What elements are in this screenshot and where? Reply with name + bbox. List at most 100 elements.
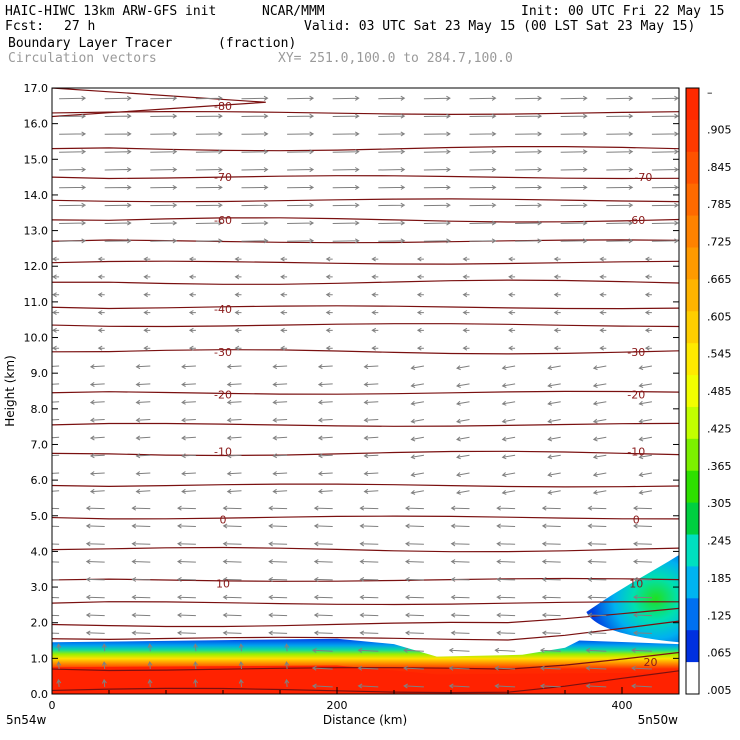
vector-arrow [371, 274, 379, 280]
isotherm-label: -20 [214, 389, 232, 402]
colorbar-label: .425 [707, 422, 732, 435]
vector-arrow [501, 400, 516, 406]
vector-arrow [423, 167, 451, 173]
vector-arrow [448, 683, 470, 689]
vector-arrow [644, 292, 652, 298]
vector-arrow [450, 505, 470, 511]
vector-arrow [651, 202, 679, 208]
vector-arrow [332, 202, 360, 208]
vector-arrow [515, 184, 543, 190]
isotherm-labels: -80 -70 -70 -60 -60 -40 -30 -30 -20 -20 -10 -10 0 0 10… [214, 100, 657, 669]
plot-area [52, 88, 679, 694]
isotherm-label: -30 [627, 346, 645, 359]
vector-arrow [592, 490, 607, 495]
vector-arrow [222, 559, 242, 565]
vector-arrow [541, 523, 561, 529]
vector-arrow [241, 131, 269, 137]
vector-arrow [101, 643, 107, 652]
vector-arrow [89, 417, 105, 423]
vector-arrow [599, 327, 607, 333]
vector-arrow [313, 630, 333, 636]
vector-arrow [359, 630, 379, 636]
vector-arrow [587, 630, 607, 636]
x-tick-label: 0 [49, 699, 56, 712]
vector-arrow [651, 149, 679, 155]
vector-arrow [405, 576, 424, 582]
vector-arrow [587, 576, 607, 582]
vector-arrow [284, 678, 290, 687]
vector-arrow [195, 167, 223, 173]
vector-arrow [450, 576, 470, 582]
vector-arrow [143, 256, 151, 262]
vector-arrow [644, 345, 652, 351]
colorbar-swatch [686, 662, 699, 695]
vector-arrow [56, 678, 62, 687]
vector-arrow [592, 454, 607, 460]
vector-arrow [85, 523, 105, 529]
vector-arrow [456, 490, 470, 495]
vector-arrow [410, 472, 424, 478]
vector-arrow [606, 131, 634, 137]
isotherm-label: -20 [627, 389, 645, 402]
vector-arrow [416, 310, 424, 316]
vector-arrow [410, 400, 424, 406]
vector-arrow [104, 113, 132, 119]
vector-arrow [357, 683, 379, 689]
y-tick-label: 14.0 [24, 189, 49, 202]
vector-arrow [606, 149, 634, 155]
isotherm-line [52, 670, 679, 694]
colorbar-swatch [686, 343, 699, 376]
vector-arrow [560, 238, 588, 244]
isotherm-label: 10 [629, 577, 643, 590]
vector-arrow [177, 576, 196, 582]
vector-arrow [501, 436, 516, 442]
vector-arrow [241, 95, 269, 101]
vector-arrow [515, 95, 543, 101]
vector-arrow [226, 435, 242, 441]
vector-arrow [268, 523, 288, 529]
isotherm-line [52, 546, 679, 553]
vector-arrow [272, 488, 288, 494]
vector-arrow [508, 327, 516, 333]
vector-arrow [644, 256, 652, 262]
vector-arrow [423, 95, 451, 101]
vector-arrow [222, 541, 242, 547]
vector-arrow [85, 576, 105, 582]
vector-arrow [494, 647, 516, 653]
vector-arrow [606, 184, 634, 190]
vector-arrow [287, 202, 315, 208]
circulation-vectors [52, 95, 679, 689]
vector-arrow [272, 453, 288, 459]
isotherm-line [52, 601, 679, 606]
vector-arrow [405, 559, 424, 565]
tracer-plume [586, 554, 679, 643]
vector-arrow [131, 559, 151, 565]
vector-arrow [177, 541, 196, 547]
vector-arrow [85, 505, 105, 511]
vector-arrow [592, 472, 607, 478]
vector-arrow [469, 167, 497, 173]
vector-arrow [378, 131, 406, 137]
vector-arrow [371, 345, 379, 351]
vector-arrow [587, 612, 607, 618]
vector-arrow [359, 576, 379, 582]
vector-arrow [147, 661, 153, 670]
vector-arrow [501, 490, 516, 495]
vector-arrow [469, 238, 497, 244]
vector-arrow [188, 345, 196, 351]
colorbar: – .905 .845 .785 .725 .665 .605 .545 .485 .425 .36… [685, 86, 732, 697]
colorbar-label: .245 [707, 535, 732, 548]
y-tick-label: 3.0 [31, 581, 49, 594]
y-tick-label: 0.0 [31, 688, 49, 701]
colorbar-swatch [686, 598, 699, 631]
vector-arrow [539, 665, 561, 671]
vector-arrow [332, 131, 360, 137]
vector-arrow [378, 238, 406, 244]
vector-arrow [599, 292, 607, 298]
isotherm-label: -60 [214, 214, 232, 227]
vector-arrow [287, 167, 315, 173]
vector-arrow [378, 220, 406, 226]
colorbar-label: .305 [707, 497, 732, 510]
vector-arrow [592, 400, 607, 406]
y-axis-label: Height (km) [3, 355, 17, 426]
